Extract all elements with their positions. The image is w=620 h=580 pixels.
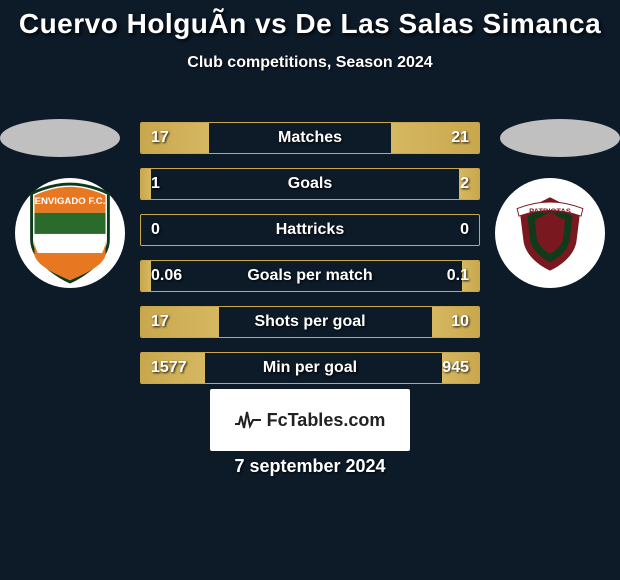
brand-label: FcTables.com xyxy=(267,410,386,431)
brand-badge: FcTables.com xyxy=(210,389,410,451)
stat-fill-left xyxy=(141,307,219,337)
stat-row: Shots per goal1710 xyxy=(140,306,480,338)
envigado-badge-icon: ENVIGADO F.C. xyxy=(22,180,118,286)
stat-row: Goals per match0.060.1 xyxy=(140,260,480,292)
stat-label: Goals per match xyxy=(141,261,479,291)
stats-container: Matches1721 Goals12 Hattricks0 0 Goals per m… xyxy=(140,122,480,384)
stat-label: Hattricks xyxy=(141,215,479,245)
player-ellipse-left xyxy=(0,119,120,157)
stat-row: Matches1721 xyxy=(140,122,480,154)
stat-value-right: 0 xyxy=(450,215,479,245)
badge-ribbon-text: PATRIOTAS xyxy=(529,206,571,215)
stat-value-left: 0 xyxy=(141,215,170,245)
stat-row: Hattricks0 0 xyxy=(140,214,480,246)
stat-fill-left xyxy=(141,123,209,153)
stat-fill-right xyxy=(462,261,479,291)
stat-fill-right xyxy=(391,123,479,153)
stat-fill-left xyxy=(141,261,151,291)
page-title: Cuervo HolguÃ­n vs De Las Salas Simanca xyxy=(0,0,620,40)
date-label: 7 september 2024 xyxy=(0,456,620,477)
stat-fill-right xyxy=(442,353,479,383)
badge-top-text: ENVIGADO F.C. xyxy=(35,196,106,207)
pulse-icon xyxy=(235,410,261,430)
player-ellipse-right xyxy=(500,119,620,157)
stat-fill-right xyxy=(432,307,479,337)
club-badge-right: PATRIOTAS xyxy=(495,178,605,288)
stat-row: Goals12 xyxy=(140,168,480,200)
page-subtitle: Club competitions, Season 2024 xyxy=(0,54,620,72)
stat-fill-left xyxy=(141,169,151,199)
stat-row: Min per goal1577945 xyxy=(140,352,480,384)
club-badge-left: ENVIGADO F.C. xyxy=(15,178,125,288)
stat-fill-right xyxy=(459,169,479,199)
stat-fill-left xyxy=(141,353,205,383)
stat-label: Goals xyxy=(141,169,479,199)
patriotas-badge-icon: PATRIOTAS xyxy=(503,186,597,280)
